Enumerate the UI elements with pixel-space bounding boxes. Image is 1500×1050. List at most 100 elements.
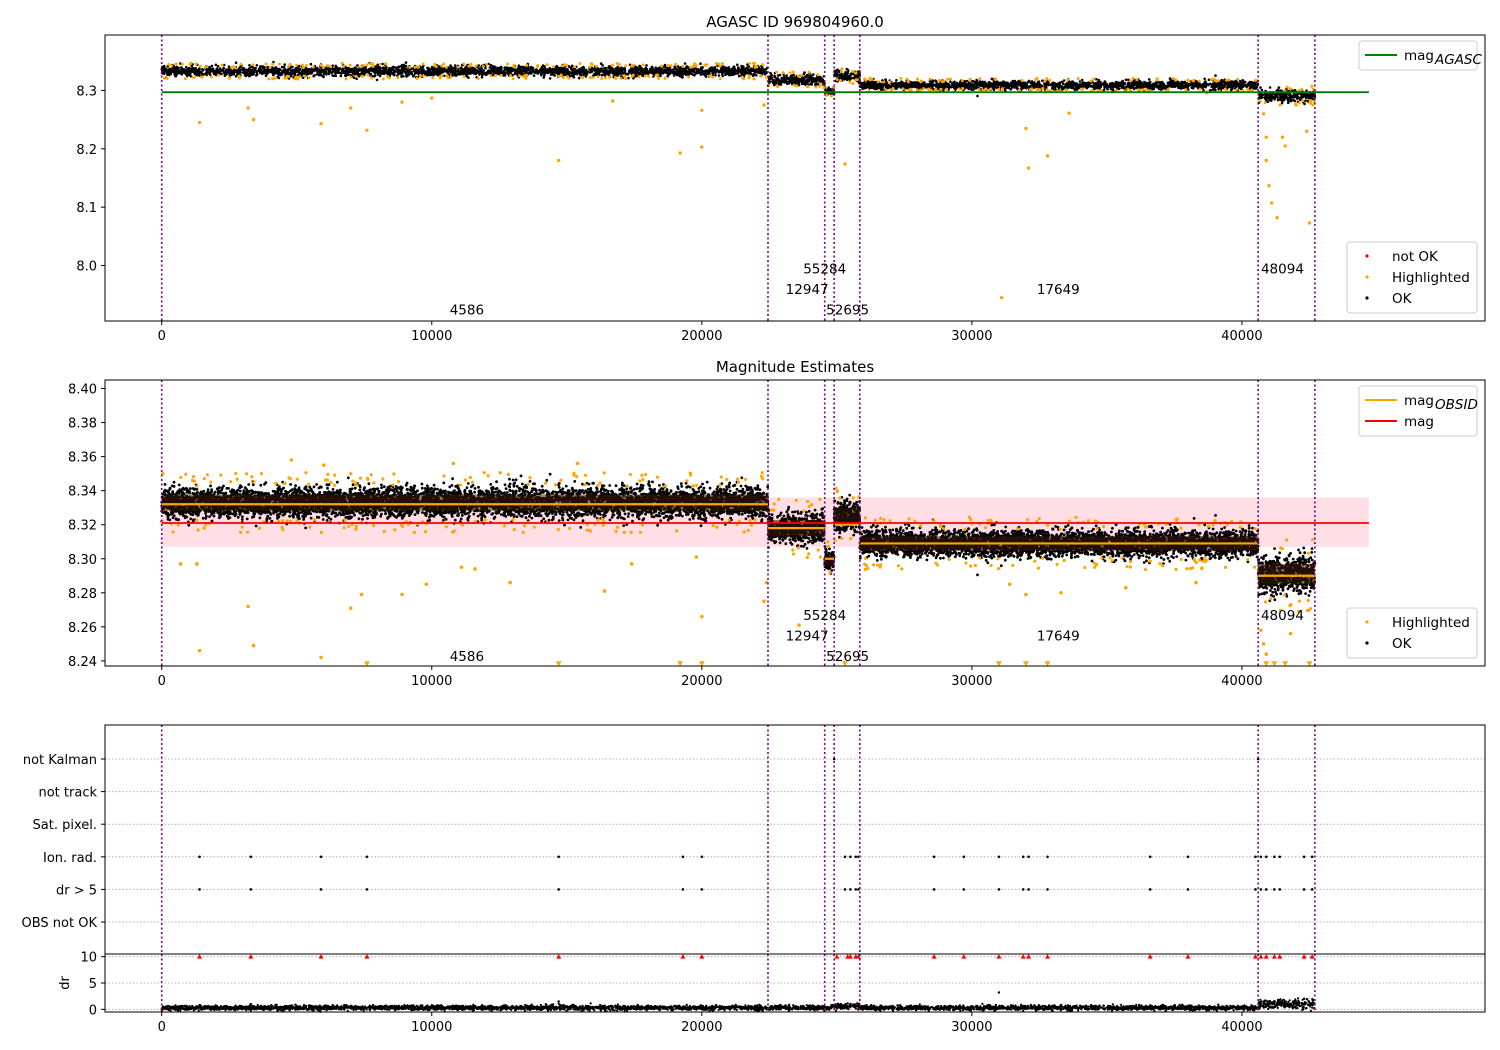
ok-point xyxy=(708,67,711,71)
highlighted-point xyxy=(700,108,704,112)
ok-point xyxy=(638,64,641,68)
ok-point xyxy=(264,70,268,73)
ok-point xyxy=(563,73,567,77)
ok-point xyxy=(167,73,170,76)
ok-point xyxy=(280,65,284,69)
ok-point xyxy=(947,82,950,86)
highlighted-point xyxy=(408,65,412,69)
ok-point xyxy=(1096,81,1099,84)
ok-point xyxy=(792,73,795,77)
ok-point xyxy=(855,74,859,78)
ok-point xyxy=(1235,83,1239,87)
highlighted-point xyxy=(298,75,302,79)
ok-point xyxy=(980,84,984,88)
highlighted-point xyxy=(197,120,202,125)
ok-point xyxy=(760,68,763,71)
ok-point xyxy=(936,84,940,87)
ok-point xyxy=(903,82,906,86)
ok-point xyxy=(554,65,558,69)
ok-point xyxy=(1025,83,1028,86)
ok-point xyxy=(731,73,735,76)
highlighted-point xyxy=(647,74,651,78)
ok-point xyxy=(164,67,168,71)
ok-point xyxy=(661,72,664,75)
ok-point xyxy=(493,69,496,73)
ok-point xyxy=(1097,78,1100,82)
ok-point xyxy=(874,83,877,87)
highlighted-point xyxy=(660,64,664,68)
ok-point xyxy=(460,66,463,69)
ok-point xyxy=(634,75,638,78)
ok-point xyxy=(312,74,316,78)
ok-point xyxy=(543,65,546,68)
highlighted-point xyxy=(413,65,417,69)
highlighted-point xyxy=(700,145,704,149)
ok-point xyxy=(746,71,749,75)
ok-point xyxy=(695,68,698,71)
ok-point xyxy=(165,70,168,73)
ok-point xyxy=(616,74,620,77)
ok-point xyxy=(1085,86,1089,90)
ok-point xyxy=(944,83,948,86)
ok-point xyxy=(342,69,345,73)
ok-point xyxy=(770,73,773,77)
highlighted-point xyxy=(462,62,466,66)
ok-point xyxy=(360,67,364,71)
ok-point xyxy=(539,68,542,71)
ok-point xyxy=(811,73,815,76)
ok-point xyxy=(1070,82,1074,86)
ok-point xyxy=(543,72,547,75)
ok-point xyxy=(212,69,215,73)
ok-point xyxy=(551,71,555,75)
ok-point xyxy=(208,73,212,76)
ok-point xyxy=(594,72,598,75)
ok-point xyxy=(807,78,811,81)
ok-point xyxy=(736,63,739,67)
ok-point xyxy=(402,63,406,67)
ok-point xyxy=(190,65,193,68)
ok-point xyxy=(452,69,456,72)
highlighted-point xyxy=(588,65,592,69)
highlighted-point xyxy=(681,64,685,68)
highlighted-point xyxy=(349,106,353,110)
highlighted-point xyxy=(714,62,718,66)
ok-point xyxy=(532,74,536,77)
ok-point xyxy=(480,75,484,79)
highlighted-point xyxy=(165,77,169,81)
ok-point xyxy=(1086,82,1089,85)
ok-point xyxy=(1151,83,1154,86)
ok-point xyxy=(1239,87,1243,91)
ok-point xyxy=(891,83,894,86)
ok-point xyxy=(711,71,714,75)
highlighted-point xyxy=(431,76,435,80)
highlighted-point xyxy=(285,74,289,78)
ok-point xyxy=(1175,83,1178,86)
ok-point xyxy=(241,71,245,74)
ok-point xyxy=(1104,83,1107,86)
ok-point xyxy=(453,71,456,75)
highlighted-point xyxy=(643,74,647,78)
ok-point xyxy=(1203,77,1206,81)
ok-point xyxy=(283,63,287,66)
ok-point xyxy=(322,71,326,75)
ok-point xyxy=(990,77,994,81)
ok-point xyxy=(499,71,503,74)
ok-point xyxy=(1096,83,1100,86)
ok-point xyxy=(1003,87,1007,91)
ok-point xyxy=(733,67,736,70)
ok-point xyxy=(1061,88,1064,91)
ok-point xyxy=(1120,83,1124,87)
highlighted-point xyxy=(663,76,667,80)
ok-point xyxy=(548,77,552,80)
ok-point xyxy=(507,66,510,70)
ok-point xyxy=(242,67,246,71)
ok-point xyxy=(682,72,686,76)
ok-point xyxy=(846,68,849,71)
ok-point xyxy=(248,64,251,67)
ok-point xyxy=(1017,79,1020,83)
ok-point xyxy=(781,80,784,84)
highlighted-point xyxy=(319,122,323,126)
ok-point xyxy=(1202,89,1205,92)
ok-point xyxy=(294,67,297,70)
